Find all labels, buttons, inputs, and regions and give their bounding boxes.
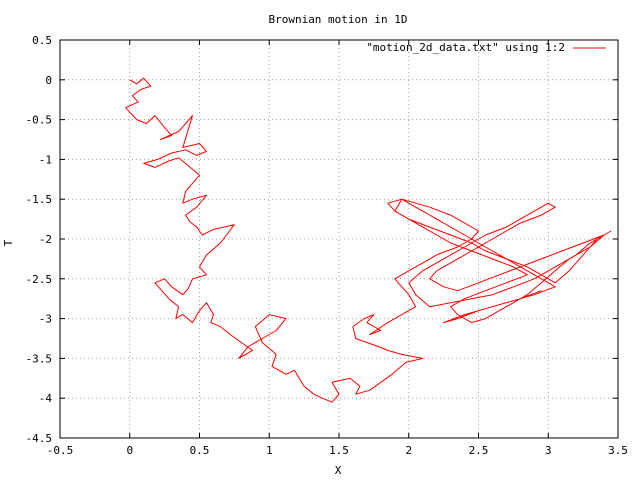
x-tick-label: 3.5 xyxy=(608,444,628,457)
series-line xyxy=(125,77,612,403)
x-tick-label: 0.5 xyxy=(190,444,210,457)
legend: "motion_2d_data.txt" using 1:2 xyxy=(366,41,606,54)
x-axis-ticks: -0.5 0 0.5 1 1.5 2 2.5 3 3.5 xyxy=(47,40,628,457)
chart-title: Brownian motion in 1D xyxy=(268,13,407,26)
x-tick-label: 0 xyxy=(126,444,133,457)
x-axis-label: X xyxy=(335,464,342,477)
y-tick-label: -3.5 xyxy=(26,352,53,365)
legend-label: "motion_2d_data.txt" using 1:2 xyxy=(366,41,565,54)
x-tick-label: -0.5 xyxy=(47,444,74,457)
y-tick-label: 0.5 xyxy=(32,34,52,47)
y-tick-label: -3 xyxy=(39,313,52,326)
x-tick-label: 1.5 xyxy=(329,444,349,457)
y-axis-label: T xyxy=(2,239,15,246)
y-tick-label: -0.5 xyxy=(26,114,53,127)
x-tick-label: 1 xyxy=(266,444,273,457)
y-tick-label: -1.5 xyxy=(26,193,53,206)
y-axis-ticks: 0.5 0 -0.5 -1 -1.5 -2 -2.5 -3 -3.5 -4 -4.5 xyxy=(26,34,618,445)
y-tick-label: -4 xyxy=(39,392,53,405)
y-tick-label: -2.5 xyxy=(26,273,53,286)
x-tick-label: 2 xyxy=(405,444,412,457)
gridlines xyxy=(60,40,618,438)
plot-frame xyxy=(59,39,619,439)
y-tick-label: -1 xyxy=(39,153,52,166)
y-tick-label: 0 xyxy=(45,74,52,87)
series-layer xyxy=(125,77,612,403)
x-tick-label: 3 xyxy=(545,444,552,457)
y-tick-label: -2 xyxy=(39,233,52,246)
x-tick-label: 2.5 xyxy=(469,444,489,457)
y-tick-label: -4.5 xyxy=(26,432,53,445)
